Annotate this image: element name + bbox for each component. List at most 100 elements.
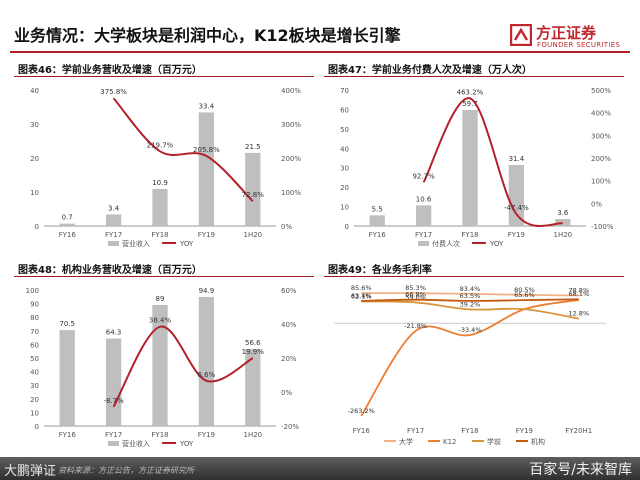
y-right-tick-label: 300%: [591, 132, 611, 140]
x-tick-label: FY20H1: [565, 427, 592, 435]
legend-swatch-bar: [418, 241, 429, 246]
source-note: 资料来源：方正公告，方正证券研究所: [58, 466, 194, 475]
data-label: 68.1%: [568, 290, 589, 298]
data-label: 65.6%: [514, 291, 535, 299]
chart-title: 图表48：机构业务营收及增速（百万元）: [18, 265, 202, 276]
x-tick-label: 1H20: [243, 231, 262, 239]
data-label: 80.5%: [514, 286, 535, 294]
data-label: 78.8%: [568, 286, 589, 294]
y-right-tick-label: 60%: [281, 287, 297, 295]
bar: [152, 188, 168, 226]
series-line: [361, 300, 579, 320]
bar-value-label: 31.4: [509, 155, 525, 163]
yoy-value-label: 375.8%: [100, 88, 127, 96]
y-right-tick-label: -20%: [281, 423, 299, 431]
y-left-tick-label: 30: [340, 165, 349, 173]
data-label: 59.0%: [405, 293, 426, 301]
legend-label: YOY: [489, 240, 504, 248]
panel-divider: [14, 76, 314, 77]
y-left-tick-label: 70: [340, 87, 349, 95]
chart-panel-48: 图表48：机构业务营收及增速（百万元） 0 10 20 30 40 50 60 70 80 90 1…: [14, 258, 314, 458]
y-left-tick-label: 20: [340, 184, 349, 192]
yoy-line: [112, 325, 254, 408]
y-left-tick-label: 100: [26, 287, 39, 295]
chart-panel-49: 图表49：各业务毛利率 FY16 FY17 FY18 FY19 FY20H1 85.6% 8…: [324, 258, 624, 458]
yoy-value-label: 463.2%: [457, 88, 484, 96]
y-left-tick-label: 40: [30, 87, 39, 95]
brand-name-en: FOUNDER SECURITIES: [537, 41, 621, 49]
chart-title: 图表49：各业务毛利率: [328, 265, 432, 276]
yoy-value-label: -8.7%: [103, 397, 124, 405]
y-right-tick-label: 200%: [281, 155, 301, 163]
y-right-tick-label: 40%: [281, 321, 297, 329]
legend-label: 营业收入: [122, 239, 150, 248]
bar-value-label: 56.6: [245, 339, 261, 347]
bar: [462, 110, 478, 226]
y-left-tick-label: 90: [30, 301, 39, 309]
yoy-value-label: 92.7%: [412, 172, 435, 180]
y-right-tick-label: 200%: [591, 155, 611, 163]
x-tick-label: FY19: [516, 427, 533, 435]
data-label: 12.8%: [568, 310, 589, 318]
y-left-tick-label: 20: [30, 155, 39, 163]
y-right-tick-label: 0%: [281, 223, 292, 231]
data-label: -21.8%: [404, 322, 427, 330]
bar-value-label: 70.5: [59, 320, 75, 328]
y-left-tick-label: 0: [345, 223, 349, 231]
yoy-value-label: 19.9%: [242, 348, 265, 356]
page-header: 业务情况：大学板块是利润中心，K12板块是增长引擎 方正证券 FOUNDER S…: [0, 0, 640, 50]
x-tick-label: FY17: [407, 427, 424, 435]
x-tick-label: FY19: [198, 431, 215, 439]
x-tick-label: FY17: [105, 231, 122, 239]
x-tick-label: FY17: [415, 231, 432, 239]
legend-swatch-bar: [108, 441, 119, 446]
x-tick-label: FY18: [461, 427, 478, 435]
yoy-value-label: 6.6%: [198, 371, 216, 379]
legend-label: 大学: [399, 437, 413, 446]
bar-value-label: 0.7: [62, 214, 73, 222]
bar-value-label: 10.9: [152, 179, 168, 187]
yoy-value-label: 72.8%: [242, 191, 265, 199]
y-left-tick-label: 80: [30, 314, 39, 322]
y-right-tick-label: 100%: [281, 189, 301, 197]
y-left-tick-label: 30: [30, 121, 39, 129]
y-left-tick-label: 60: [340, 106, 349, 114]
yoy-value-label: -47.4%: [504, 204, 529, 212]
data-label: 85.3%: [405, 284, 426, 292]
data-label: 63.5%: [460, 292, 481, 300]
y-left-tick-label: 0: [35, 423, 39, 431]
y-right-tick-label: 0%: [591, 200, 602, 208]
bar-value-label: 10.6: [416, 195, 432, 203]
series-line: [360, 299, 579, 417]
bar-value-label: 94.9: [199, 287, 215, 295]
y-left-tick-label: 40: [30, 369, 39, 377]
legend-label: 机构: [531, 437, 545, 446]
y-right-tick-label: 500%: [591, 87, 611, 95]
chart-48: 0 10 20 30 40 50 60 70 80 90 100 -20% 0% 20% 40% 60% 70.…: [26, 287, 300, 448]
legend-label: 付费人次: [432, 239, 460, 248]
bar-value-label: 21.5: [245, 143, 261, 151]
bar-value-label: 5.5: [372, 205, 383, 213]
y-left-tick-label: 20: [30, 396, 39, 404]
data-label: -263.2%: [348, 407, 375, 415]
legend-label: YOY: [179, 240, 194, 248]
yoy-line: [422, 97, 563, 227]
panel-divider: [324, 76, 624, 77]
x-tick-label: FY16: [59, 431, 77, 439]
bar-value-label: 3.4: [108, 204, 120, 212]
footer-bar: 大鹏弹证 资料来源：方正公告，方正证券研究所 百家号/未来智库: [0, 457, 640, 480]
panel-divider: [14, 276, 314, 277]
chart-46: 0102030400%100%200%300%400%0.7FY163.4FY1…: [30, 87, 301, 248]
bar: [152, 304, 168, 426]
x-tick-label: FY19: [198, 231, 215, 239]
y-left-tick-label: 40: [340, 145, 349, 153]
chart-title: 图表47：学前业务付费人次及增速（万人次）: [328, 65, 532, 76]
x-tick-label: FY18: [151, 231, 168, 239]
legend-swatch-bar: [108, 241, 119, 246]
y-right-tick-label: 400%: [281, 87, 301, 95]
y-right-tick-label: 0%: [281, 389, 292, 397]
bar: [369, 215, 385, 226]
bar-value-label: 33.4: [199, 102, 215, 110]
bar-value-label: 59.7: [462, 100, 478, 108]
legend-label: 营业收入: [122, 439, 150, 448]
